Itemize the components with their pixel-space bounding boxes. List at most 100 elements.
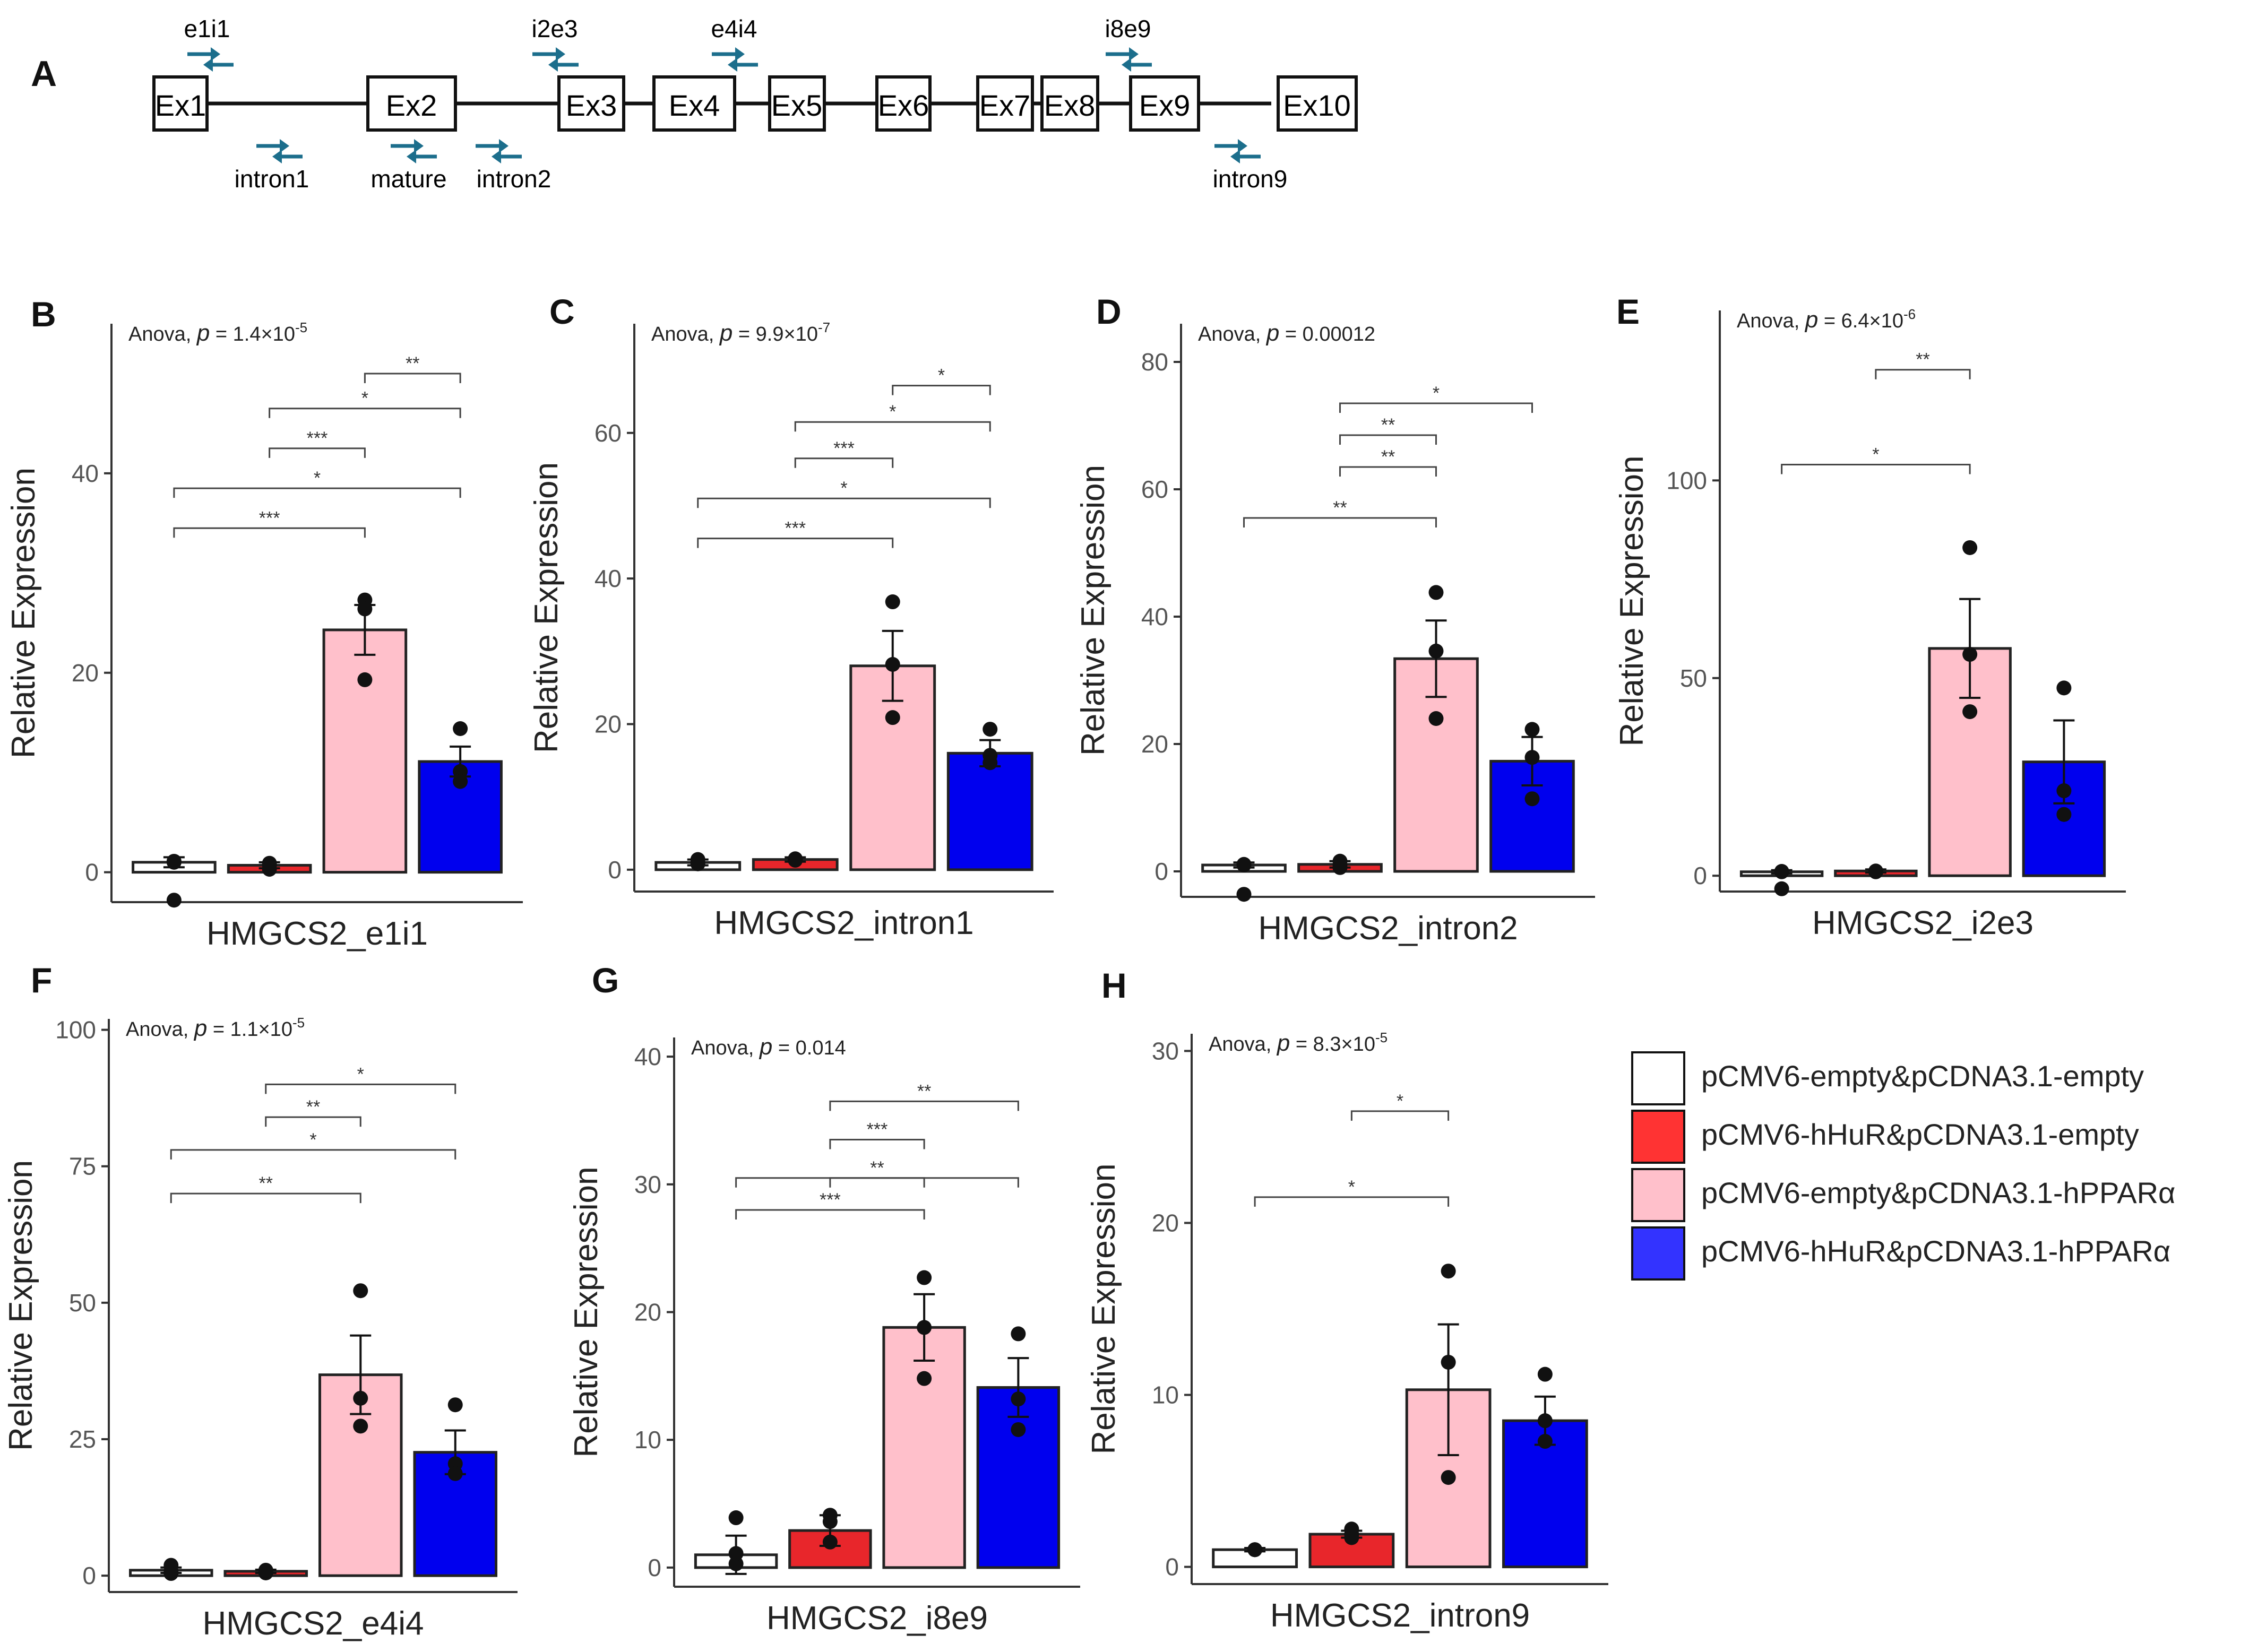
significance-label: * (1397, 1091, 1403, 1111)
legend-label: pCMV6-empty&pCDNA3.1-hPPARα (1701, 1176, 2175, 1209)
exon-label-ex5: Ex5 (771, 89, 823, 122)
primer-label-intron1: intron1 (235, 165, 309, 193)
legend-swatch-hur-ppara (1631, 1226, 1685, 1281)
significance-label: * (357, 1064, 364, 1084)
anova-annotation: Anova, p = 9.9×10-7 (651, 319, 830, 346)
significance-bracket (794, 421, 991, 432)
data-point (1868, 864, 1883, 879)
data-point (2056, 680, 2072, 696)
significance-bracket (170, 1192, 361, 1204)
significance-label: ** (917, 1081, 931, 1101)
data-point (1247, 1542, 1263, 1558)
anova-p-value: = 8.3×10 (1290, 1033, 1375, 1056)
anova-p-exponent: -5 (295, 319, 307, 335)
data-point (2056, 783, 2072, 799)
significance-bracket (265, 1116, 361, 1127)
primer-reverse-head (272, 150, 282, 163)
significance-label: * (1872, 445, 1879, 465)
primer-forward-head (280, 139, 289, 153)
y-tick-label: 0 (85, 859, 99, 886)
exon-label-ex1: Ex1 (155, 89, 206, 122)
panel-c-chart: C 0 20 40 60 Relative Expression HMGCS2_intron… (528, 292, 1054, 941)
significance-bracket (829, 1139, 925, 1149)
panel-letter: D (1096, 292, 1122, 331)
significance-bracket (1339, 402, 1533, 413)
anova-p-exponent: -5 (1375, 1030, 1388, 1045)
anova-p-value: = 1.4×10 (210, 323, 295, 345)
anova-prefix: Anova, (1198, 323, 1266, 345)
anova-annotation: Anova, p = 1.4×10-5 (128, 319, 307, 346)
legend-label: pCMV6-hHuR&pCDNA3.1-hPPARα (1701, 1234, 2170, 1268)
data-point (163, 1563, 179, 1579)
data-point (262, 861, 277, 877)
data-point (1537, 1366, 1553, 1382)
data-point (1441, 1264, 1456, 1279)
data-point (353, 1419, 368, 1434)
y-tick-label: 100 (1666, 466, 1707, 494)
y-tick-label: 0 (1165, 1553, 1179, 1581)
data-point (353, 1390, 368, 1406)
anova-prefix: Anova, (1209, 1033, 1277, 1056)
significance-label: * (309, 1130, 316, 1150)
y-tick-label: 20 (1152, 1209, 1179, 1236)
anova-p-symbol: p (193, 1015, 207, 1041)
y-axis-label: Relative Expression (3, 1160, 39, 1451)
primer-arrow-pair-icon (1106, 47, 1152, 72)
x-axis-label: HMGCS2_intron9 (1270, 1597, 1530, 1634)
data-point (1774, 864, 1789, 879)
exon-ex4: Ex4 (652, 75, 736, 132)
legend-swatch-empty-empty (1631, 1051, 1685, 1105)
panel-a-gene-structure: A Ex1 Ex2 Ex3 Ex4 Ex5 Ex6 E (31, 15, 1358, 193)
anova-annotation: Anova, p = 0.00012 (1198, 320, 1375, 346)
data-point (788, 851, 803, 867)
data-point (1236, 857, 1252, 872)
significance-bracket (1875, 369, 1971, 379)
significance-bracket (1339, 466, 1437, 477)
significance-bracket (1254, 1196, 1450, 1207)
panel-letter: C (549, 292, 575, 331)
data-point (885, 657, 900, 672)
significance-bracket (735, 1177, 1019, 1188)
primer-reverse-head (203, 58, 213, 72)
primer-arrow-pair-icon (256, 139, 303, 163)
significance-label: ** (1381, 447, 1395, 467)
y-tick-label: 25 (69, 1425, 96, 1453)
primer-forward-head (556, 47, 565, 61)
legend-item: pCMV6-hHuR&pCDNA3.1-empty (1631, 1110, 2139, 1164)
data-point (1011, 1326, 1026, 1342)
significance-bracket (173, 487, 461, 498)
legend-item: pCMV6-empty&pCDNA3.1-empty (1631, 1051, 2144, 1105)
legend-label: pCMV6-empty&pCDNA3.1-empty (1701, 1059, 2144, 1093)
y-tick-label: 80 (1141, 348, 1168, 376)
exon-ex10: Ex10 (1277, 75, 1358, 132)
anova-p-value: = 9.9×10 (733, 323, 818, 345)
anova-p-value: = 0.00012 (1279, 323, 1375, 345)
data-point (1428, 711, 1444, 726)
primer-arrow-pair-icon (476, 139, 522, 163)
primer-forward-head (211, 47, 220, 61)
anova-p-exponent: -7 (818, 319, 830, 335)
anova-prefix: Anova, (651, 323, 720, 345)
anova-p-value: = 6.4×10 (1818, 310, 1903, 332)
data-point (447, 1397, 463, 1413)
panel-d-chart: D 0 20 40 60 80 Relative Expression HMGCS2_intr… (1075, 292, 1595, 947)
anova-annotation: Anova, p = 0.014 (691, 1034, 846, 1060)
exon-ex1: Ex1 (152, 75, 209, 132)
y-tick-label: 50 (69, 1289, 96, 1317)
anova-p-symbol: p (759, 1034, 772, 1060)
exon-ex3: Ex3 (557, 75, 625, 132)
significance-bracket (735, 1209, 925, 1219)
data-point (728, 1556, 744, 1571)
data-point (822, 1534, 838, 1550)
exon-label-ex9: Ex9 (1139, 89, 1191, 122)
y-tick-label: 20 (72, 659, 99, 687)
primer-reverse-head (548, 58, 558, 72)
primer-arrow-pair-icon (187, 47, 234, 72)
anova-p-symbol: p (1265, 320, 1279, 346)
data-point (357, 601, 373, 617)
data-point (447, 1466, 463, 1481)
y-axis-label: Relative Expression (568, 1167, 605, 1458)
data-point (822, 1514, 838, 1529)
y-axis-label: Relative Expression (528, 462, 565, 753)
